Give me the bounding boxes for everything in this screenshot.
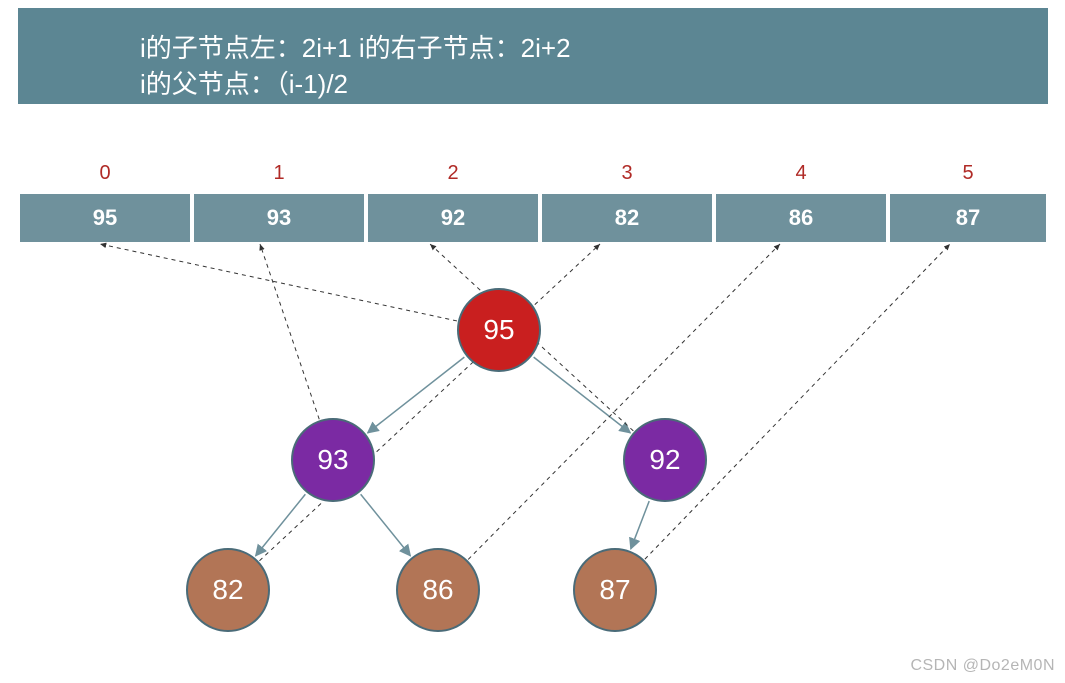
tree-node-label-1: 93: [317, 444, 348, 476]
array-value-0: 95: [93, 205, 117, 231]
array-value-5: 87: [956, 205, 980, 231]
tree-node-label-5: 87: [599, 574, 630, 606]
tree-node-3: 82: [186, 548, 270, 632]
tree-node-label-0: 95: [483, 314, 514, 346]
array-index-1: 1: [192, 162, 366, 185]
array-cell-4: 86: [714, 192, 888, 244]
array-value-3: 82: [615, 205, 639, 231]
tree-node-label-3: 82: [212, 574, 243, 606]
mapping-arrows: [100, 244, 950, 561]
array-value-1: 93: [267, 205, 291, 231]
array-index-2: 2: [366, 162, 540, 185]
array-cell-5: 87: [888, 192, 1048, 244]
array-index-5: 5: [888, 162, 1048, 185]
array-cell-0: 95: [18, 192, 192, 244]
array-value-2: 92: [441, 205, 465, 231]
tree-node-label-4: 86: [422, 574, 453, 606]
watermark: CSDN @Do2eM0N: [910, 657, 1055, 675]
array-cell-1: 93: [192, 192, 366, 244]
array-cell-2: 92: [366, 192, 540, 244]
array-index-3: 3: [540, 162, 714, 185]
array-cell-3: 82: [540, 192, 714, 244]
array-value-4: 86: [789, 205, 813, 231]
tree-node-0: 95: [457, 288, 541, 372]
tree-node-5: 87: [573, 548, 657, 632]
header-line-1: i的子节点左：2i+1 i的右子节点：2i+2: [140, 28, 571, 65]
tree-node-2: 92: [623, 418, 707, 502]
tree-node-4: 86: [396, 548, 480, 632]
array-index-0: 0: [18, 162, 192, 185]
array-index-4: 4: [714, 162, 888, 185]
tree-node-1: 93: [291, 418, 375, 502]
tree-node-label-2: 92: [649, 444, 680, 476]
header-line-2: i的父节点：（i-1)/2: [140, 64, 348, 101]
